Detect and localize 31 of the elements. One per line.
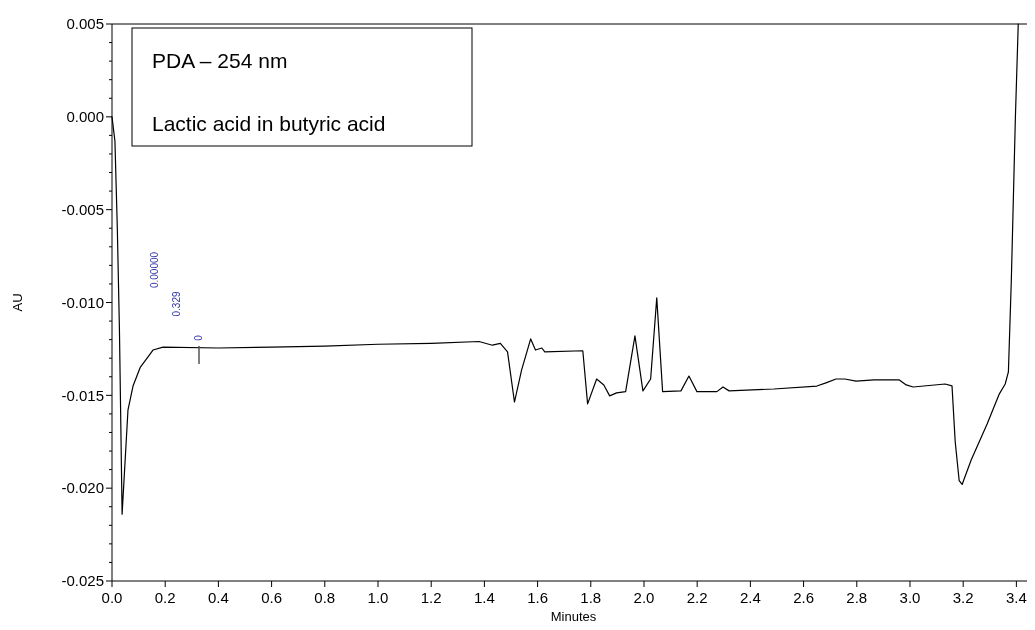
x-tick-label: 1.4 [473,589,495,606]
x-tick-label: 2.8 [846,589,868,606]
x-tick-label: 2.2 [686,589,708,606]
y-tick-label: 0.000 [66,108,104,126]
x-tick-label: 3.0 [899,589,921,606]
x-tick-label: 0.4 [207,589,229,606]
y-axis-title: AU [10,293,25,312]
x-tick-label: 0.6 [261,589,283,606]
x-tick-label: 0.0 [101,589,123,606]
x-tick-label: 2.6 [793,589,815,606]
x-tick-label: 2.4 [739,589,761,606]
y-tick-label: 0.005 [66,15,104,33]
y-tick-label: -0.015 [61,386,104,404]
x-tick-label: 2.0 [633,589,655,606]
x-tick-label: 1.8 [580,589,602,606]
annotation: 0 [193,334,204,341]
caption-box: PDA – 254 nm Lactic acid in butyric acid [131,27,473,147]
y-tick-label: -0.010 [61,293,104,311]
x-tick-label: 1.2 [420,589,442,606]
y-tick-label: -0.025 [61,572,104,590]
x-tick-label: 3.4 [1005,589,1027,606]
x-tick-label: 0.2 [154,589,176,606]
x-axis-title: Minutes [550,609,597,624]
annotation: 0.329 [171,291,182,317]
x-tick-label: 0.8 [314,589,336,606]
y-tick-label: -0.020 [61,479,104,497]
x-tick-label: 3.2 [952,589,974,606]
annotation: 0.00000 [149,251,160,289]
x-tick-label: 1.0 [367,589,389,606]
y-tick-label: -0.005 [61,200,104,218]
x-tick-label: 1.6 [527,589,549,606]
